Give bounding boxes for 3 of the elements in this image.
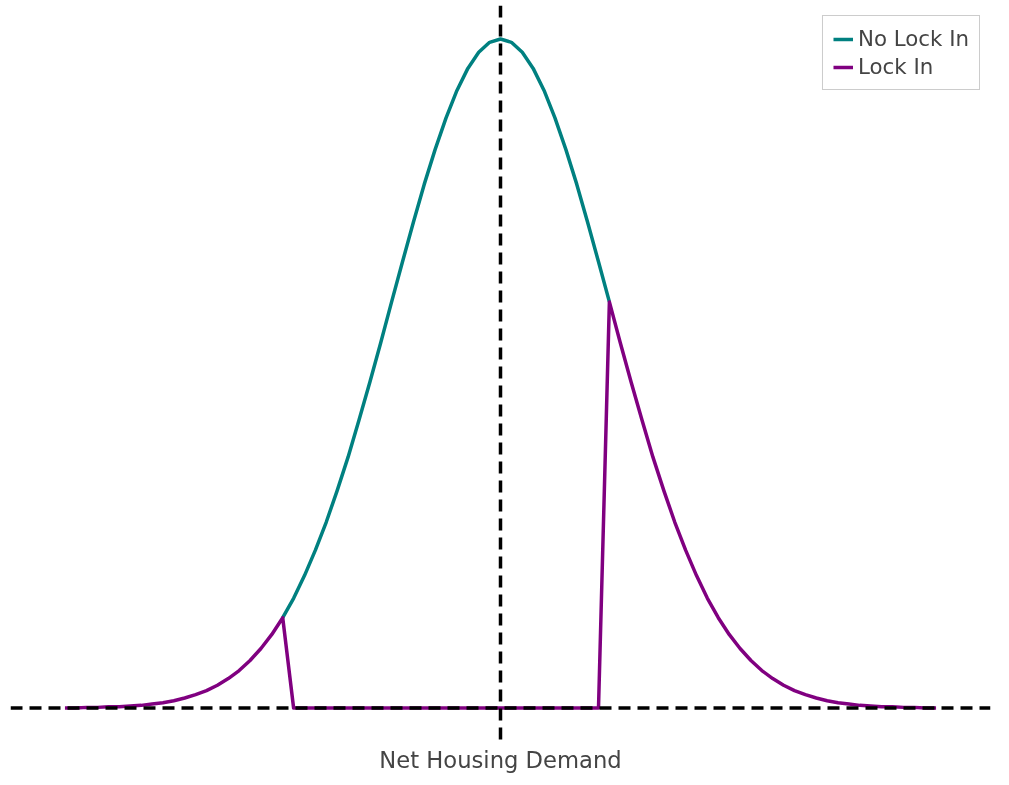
x-axis-title: Net Housing Demand (379, 746, 622, 773)
legend-label: No Lock In (857, 26, 969, 51)
legend-label: Lock In (857, 54, 934, 79)
